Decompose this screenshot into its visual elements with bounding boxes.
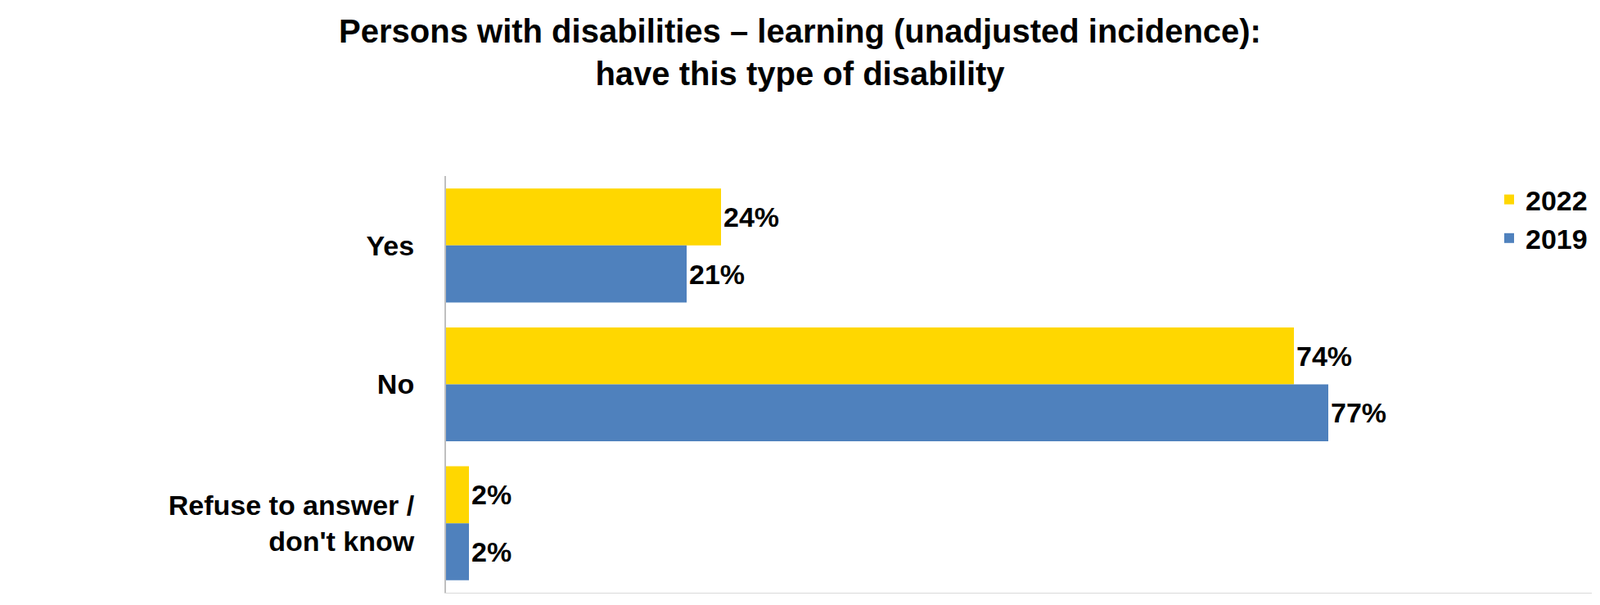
svg-text:2022: 2022	[1525, 184, 1588, 217]
svg-text:77%: 77%	[1330, 396, 1387, 429]
svg-text:74%: 74%	[1296, 340, 1353, 372]
svg-text:No: No	[377, 368, 415, 400]
svg-text:2019: 2019	[1525, 223, 1588, 255]
svg-text:21%: 21%	[689, 258, 745, 290]
svg-text:Refuse to answer /don't know: Refuse to answer /don't know	[168, 489, 415, 557]
svg-text:2%: 2%	[471, 478, 512, 510]
svg-text:Yes: Yes	[366, 229, 415, 262]
svg-text:24%: 24%	[723, 201, 780, 233]
svg-text:Persons with disabilities – le: Persons with disabilities – learning (un…	[338, 13, 1262, 92]
svg-text:2%: 2%	[471, 536, 512, 568]
